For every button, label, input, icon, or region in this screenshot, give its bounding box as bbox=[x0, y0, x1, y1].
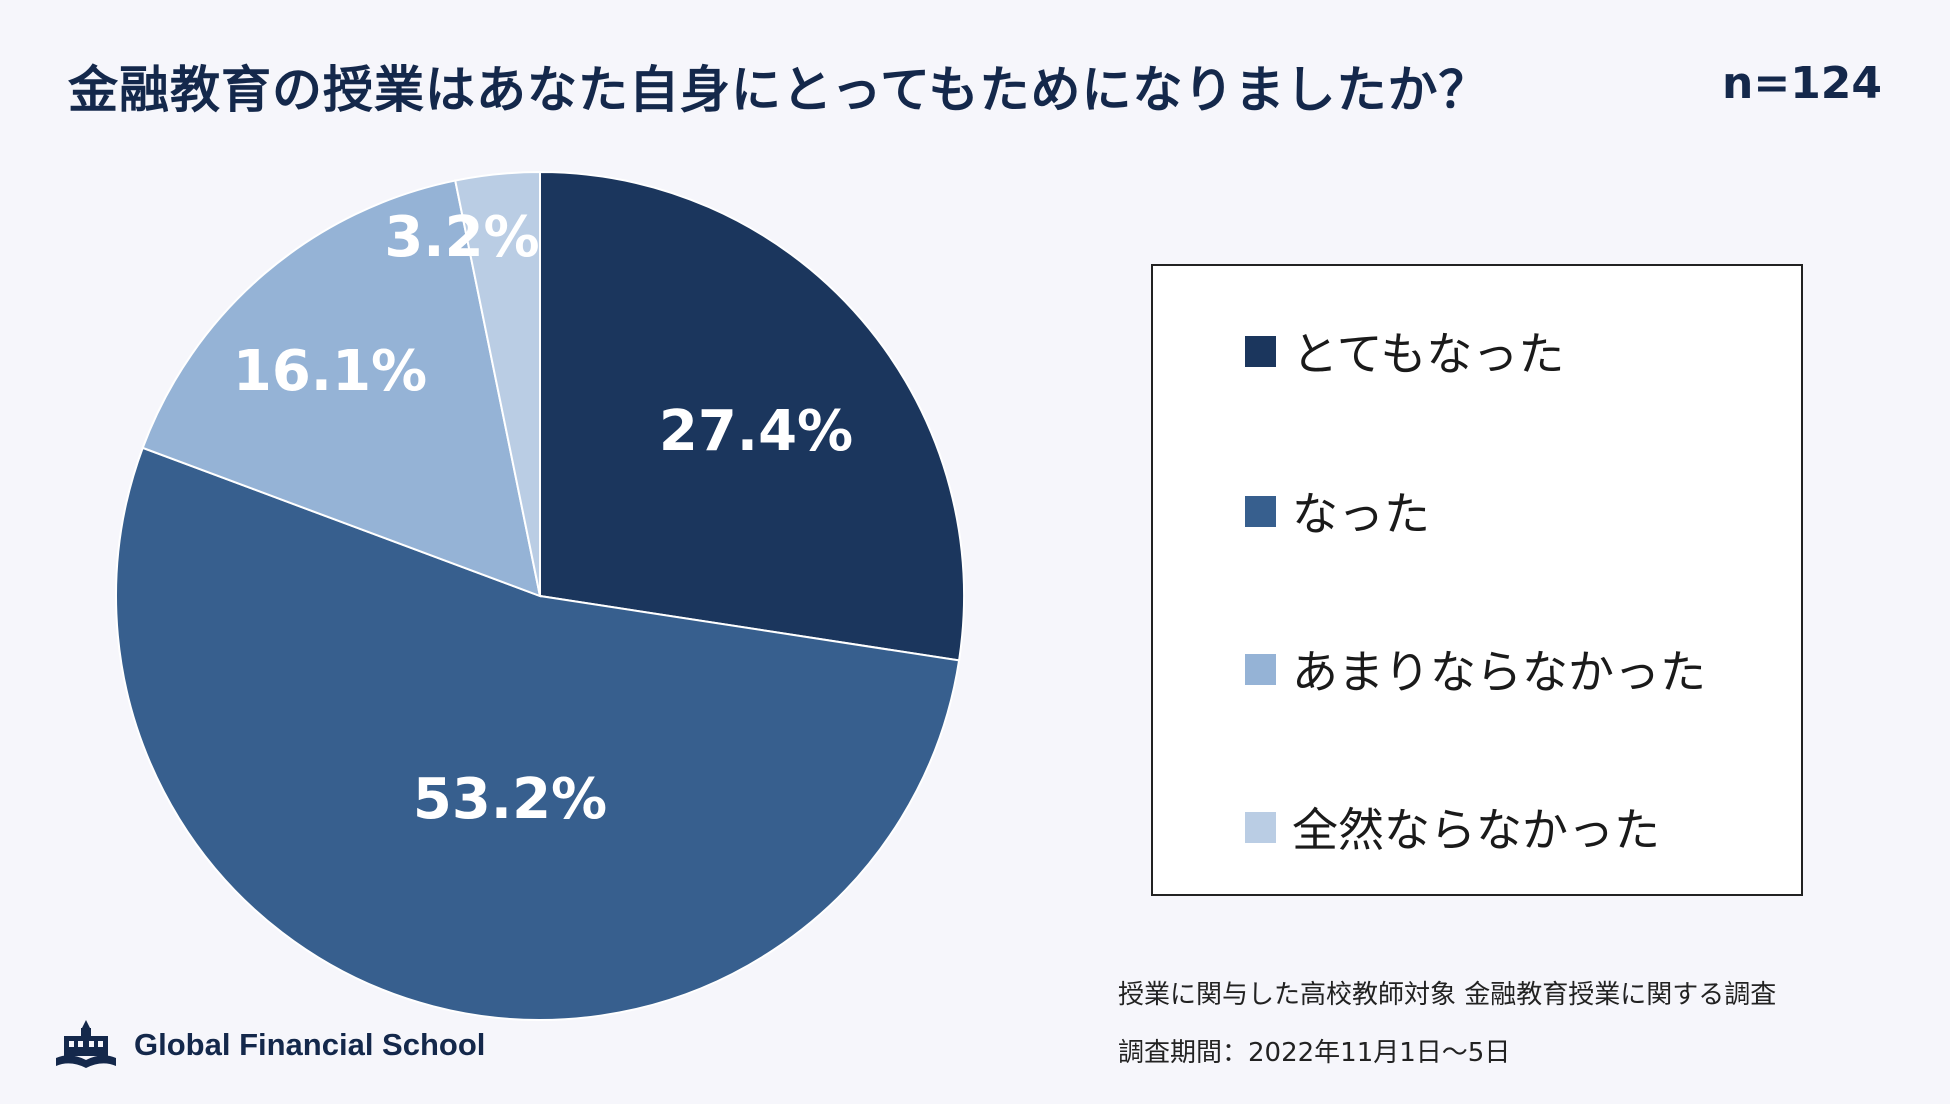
legend-label: とてもなった bbox=[1292, 327, 1565, 381]
school-building-icon bbox=[56, 1020, 116, 1068]
slice-data-label: 53.2% bbox=[413, 767, 607, 832]
slice-data-label: 27.4% bbox=[659, 399, 853, 464]
legend-item: とてもなった bbox=[1245, 318, 1564, 384]
legend-item: 全然ならなかった bbox=[1245, 794, 1660, 860]
brand-logo: Global Financial School bbox=[52, 1018, 485, 1072]
survey-period: 調査期間：2022年11月1日～5日 bbox=[1118, 1038, 1511, 1068]
legend-item: あまりならなかった bbox=[1245, 636, 1706, 702]
chart-legend: とてもなった なった あまりならなかった 全然ならなかった bbox=[1151, 264, 1803, 896]
legend-swatch bbox=[1245, 811, 1276, 843]
pie-slice bbox=[454, 170, 541, 597]
legend-swatch bbox=[1245, 335, 1276, 367]
legend-swatch bbox=[1245, 653, 1276, 685]
legend-item: なった bbox=[1245, 478, 1430, 544]
legend-label: あまりならなかった bbox=[1292, 645, 1706, 699]
legend-label: 全然ならなかった bbox=[1292, 803, 1660, 857]
pie-slice bbox=[141, 179, 542, 598]
brand-name: Global Financial School bbox=[134, 1027, 486, 1062]
pie-slice bbox=[539, 170, 965, 662]
chart-title: 金融教育の授業はあなた自身にとってもためになりましたか？ bbox=[68, 61, 1490, 119]
legend-swatch bbox=[1245, 495, 1276, 527]
legend-label: なった bbox=[1292, 487, 1430, 541]
slice-data-label: 3.2% bbox=[384, 205, 539, 270]
pie-slice bbox=[115, 446, 961, 1021]
slice-data-label: 16.1% bbox=[233, 339, 427, 404]
sample-size: n=124 bbox=[1722, 58, 1883, 109]
survey-description: 授業に関与した高校教師対象 金融教育授業に関する調査 bbox=[1118, 980, 1777, 1010]
